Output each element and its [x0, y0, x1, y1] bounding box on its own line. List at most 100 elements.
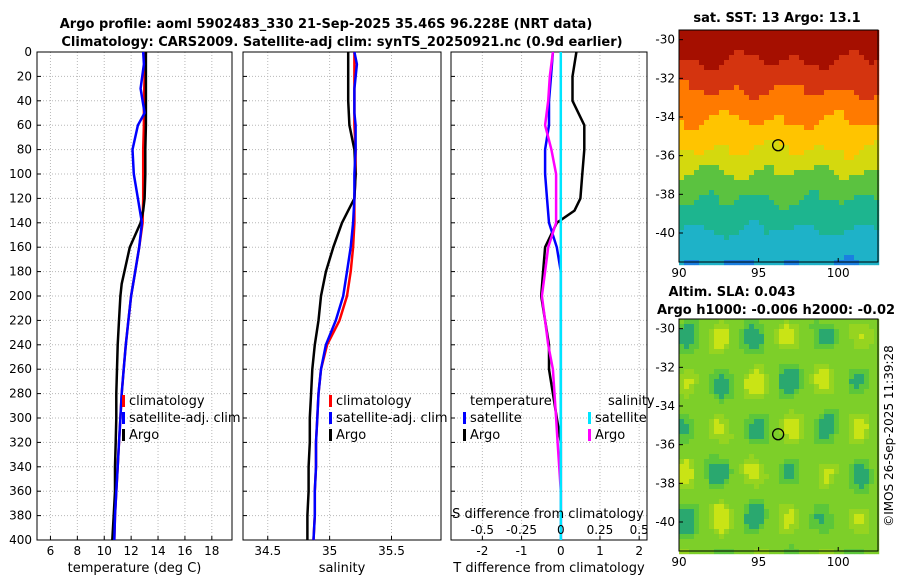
map-cell [844, 429, 850, 435]
map-cell [849, 484, 855, 490]
map-cell [814, 95, 820, 101]
map-cell [779, 215, 785, 221]
map-cell [849, 329, 855, 335]
map-cell [834, 60, 840, 66]
map-cell [789, 165, 795, 171]
map-cell [689, 125, 695, 131]
map-cell [864, 250, 870, 256]
map-cell [689, 489, 695, 495]
map-cell [809, 549, 815, 555]
map-cell [729, 135, 735, 141]
map-cell [854, 334, 860, 340]
map-cell [784, 155, 790, 161]
map-cell [859, 514, 865, 520]
map-cell [719, 130, 725, 136]
map-cell [704, 145, 710, 151]
map-cell [804, 195, 810, 201]
map-cell [699, 504, 705, 510]
map-cell [719, 175, 725, 181]
map-cell [729, 499, 735, 505]
y-tick-label: 280 [9, 387, 32, 401]
map-cell [769, 499, 775, 505]
map-cell [819, 384, 825, 390]
map-cell [809, 379, 815, 385]
map-cell [764, 255, 770, 261]
map-cell [874, 35, 880, 41]
map-cell [859, 150, 865, 156]
map-cell [734, 240, 740, 246]
map-cell [699, 85, 705, 91]
map-cell [719, 364, 725, 370]
map-cell [764, 514, 770, 520]
map-cell [834, 399, 840, 405]
map-cell [859, 260, 865, 266]
map-cell [684, 135, 690, 141]
map-cell [709, 200, 715, 206]
map-cell [749, 419, 755, 425]
map-cell [719, 399, 725, 405]
map-cell [794, 90, 800, 96]
map-cell [719, 499, 725, 505]
map-cell [714, 414, 720, 420]
map-cell [694, 65, 700, 71]
map-cell [789, 200, 795, 206]
map-cell [829, 60, 835, 66]
map-cell [829, 195, 835, 201]
map-cell [819, 195, 825, 201]
x-tick-label: 6 [47, 544, 55, 558]
map-cell [874, 374, 880, 380]
map-cell [874, 474, 880, 480]
map-cell [694, 50, 700, 56]
map-cell [714, 374, 720, 380]
map-cell [744, 479, 750, 485]
map-cell [824, 160, 830, 166]
map-cell [784, 384, 790, 390]
map-cell [844, 464, 850, 470]
map-cell [709, 165, 715, 171]
map-cell [679, 220, 685, 226]
map-cell [869, 155, 875, 161]
map-cell [819, 349, 825, 355]
map-cell [804, 409, 810, 415]
map-cell [739, 509, 745, 515]
map-cell [709, 155, 715, 161]
map-cell [829, 414, 835, 420]
map-cell [694, 195, 700, 201]
map-cell [709, 354, 715, 360]
map-cell [759, 524, 765, 530]
map-cell [819, 120, 825, 126]
map-cell [834, 504, 840, 510]
map-cell [724, 140, 730, 146]
map-cell [794, 434, 800, 440]
map-cell [684, 474, 690, 480]
map-cell [709, 190, 715, 196]
map-cell [679, 100, 685, 106]
map-cell [809, 484, 815, 490]
map-cell [709, 489, 715, 495]
map-cell [859, 534, 865, 540]
map-cell [844, 459, 850, 465]
map-cell [694, 250, 700, 256]
map-cell [864, 190, 870, 196]
map-cell [764, 434, 770, 440]
map-cell [829, 319, 835, 325]
map-cell [694, 110, 700, 116]
map-cell [709, 225, 715, 231]
map-cell [769, 215, 775, 221]
map-cell [854, 155, 860, 161]
map-cell [794, 55, 800, 61]
map-cell [784, 479, 790, 485]
map-cell [759, 339, 765, 345]
map-cell [704, 105, 710, 111]
map-cell [809, 324, 815, 330]
map-cell [829, 374, 835, 380]
map-cell [859, 225, 865, 231]
map-cell [794, 459, 800, 465]
map-cell [739, 444, 745, 450]
map-cell [679, 514, 685, 520]
map-cell [864, 210, 870, 216]
map-cell [859, 449, 865, 455]
map-cell [834, 140, 840, 146]
map-cell [694, 105, 700, 111]
map-cell [704, 544, 710, 550]
